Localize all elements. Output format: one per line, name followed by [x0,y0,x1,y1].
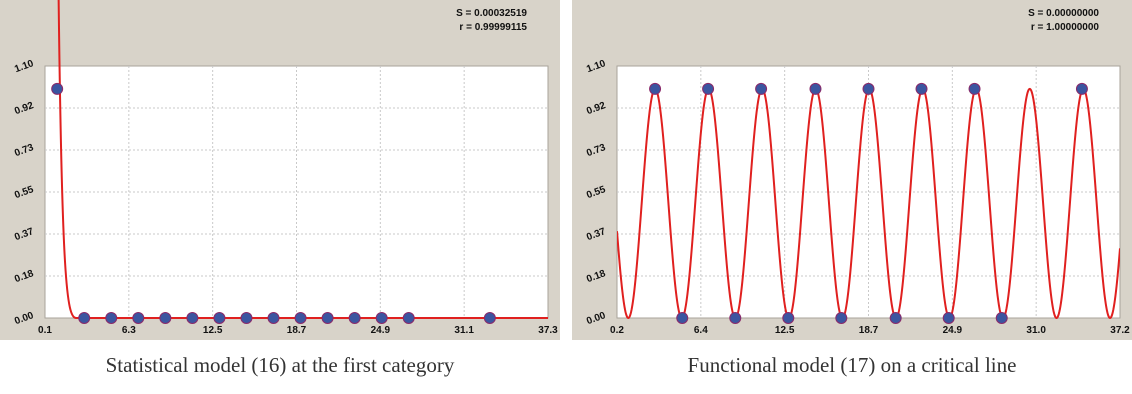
data-point [483,312,496,324]
chart-left-svg: 0.1 6.3 12.5 18.7 24.9 31.1 37.30.000.180.370.… [0,0,560,340]
data-point [676,312,689,324]
x-tick-label: 0.2 [610,325,624,336]
data-point [321,312,334,324]
data-point [915,82,928,95]
x-tick-label: 6.4 [694,325,708,336]
data-point [649,82,662,95]
x-tick-label: 6.3 [122,325,136,336]
data-point [186,312,199,324]
x-tick-label: 24.9 [943,325,963,336]
data-point [375,312,388,324]
data-point [995,312,1008,324]
x-tick-label: 18.7 [287,325,307,336]
data-point [702,82,715,95]
data-point [729,312,742,324]
x-tick-label: 37.2 [1110,325,1130,336]
data-point [132,312,145,324]
x-tick-label: 31.1 [454,325,474,336]
data-point [267,312,280,324]
data-point [240,312,253,324]
data-point [1075,82,1088,95]
data-point [968,82,981,95]
data-point [105,312,118,324]
stat-r-label: r = 1.00000000 [1031,22,1100,33]
data-point [942,312,955,324]
caption-right: Functional model (17) on a critical line [687,353,1017,377]
stat-r-label: r = 0.99999115 [459,22,527,33]
stat-s-label: S = 0.00032519 [456,8,527,19]
data-point [862,82,875,95]
model-curve [57,0,548,319]
data-point [782,312,795,324]
x-tick-label: 37.3 [538,325,558,336]
x-tick-label: 0.1 [38,325,52,336]
data-point [889,312,902,324]
data-point [78,312,91,324]
data-point [159,312,172,324]
x-tick-label: 31.0 [1026,325,1046,336]
caption-left: Statistical model (16) at the first cate… [105,353,455,377]
data-point [348,312,361,324]
data-point [402,312,415,324]
chart-right-svg: 0.2 6.4 12.5 18.7 24.9 31.0 37.20.000.180.370.… [572,0,1132,340]
data-point [835,312,848,324]
data-point [755,82,768,95]
chart-panel-left: 0.1 6.3 12.5 18.7 24.9 31.1 37.3 0.00 0.18 0.37 0.… [0,0,560,340]
x-tick-label: 12.5 [775,325,795,336]
data-point [294,312,307,324]
x-tick-label: 18.7 [859,325,879,336]
chart-panel-right: 0.2 6.4 12.5 18.7 24.9 31.0 37.2 0.00 0.18 0.37 0.… [572,0,1132,340]
x-tick-label: 12.5 [203,325,223,336]
x-tick-label: 24.9 [371,325,391,336]
data-point [809,82,822,95]
data-point [213,312,226,324]
stat-s-label: S = 0.00000000 [1028,8,1099,19]
data-point [51,82,64,95]
